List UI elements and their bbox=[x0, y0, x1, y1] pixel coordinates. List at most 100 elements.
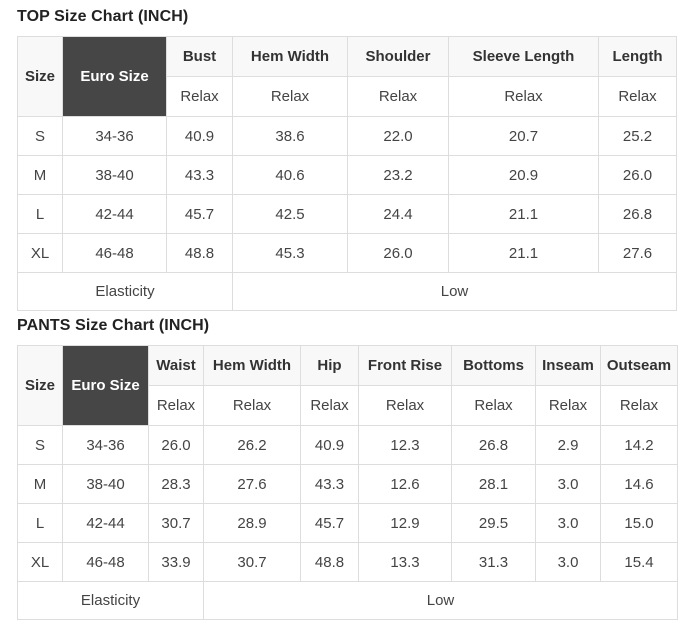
fit-type-cell: Relax bbox=[232, 76, 348, 117]
measurement-value-cell: 28.1 bbox=[451, 464, 536, 504]
measurement-value-cell: 22.0 bbox=[347, 116, 449, 156]
measurement-value-cell: 20.9 bbox=[448, 155, 599, 195]
header-row: Size Euro Size Bust Hem Width Shoulder Sleeve… bbox=[17, 36, 677, 117]
fit-type-cell: Relax bbox=[448, 76, 599, 117]
measurement-value-cell: 48.8 bbox=[166, 233, 233, 273]
measurement-value-cell: 42.5 bbox=[232, 194, 348, 234]
measurement-value-cell: 45.7 bbox=[300, 503, 359, 543]
measurement-value-cell: 26.2 bbox=[203, 425, 301, 465]
size-cell: M bbox=[17, 464, 63, 504]
euro-size-cell: 38-40 bbox=[62, 155, 167, 195]
measurement-value-cell: 43.3 bbox=[300, 464, 359, 504]
measurement-column-header: Bottoms bbox=[451, 345, 536, 386]
pants-size-table: Size Euro Size Waist Hem Width Hip Front Rise… bbox=[17, 345, 678, 620]
euro-size-cell: 38-40 bbox=[62, 464, 149, 504]
elasticity-value-cell: Low bbox=[232, 272, 677, 311]
size-cell: M bbox=[17, 155, 63, 195]
measurement-value-cell: 12.6 bbox=[358, 464, 452, 504]
measurement-column-header: Hem Width bbox=[232, 36, 348, 77]
measurement-column-header: Inseam bbox=[535, 345, 601, 386]
measurement-value-cell: 15.4 bbox=[600, 542, 678, 582]
measurement-value-cell: 20.7 bbox=[448, 116, 599, 156]
measurement-value-cell: 40.9 bbox=[300, 425, 359, 465]
measurement-column-header: Sleeve Length bbox=[448, 36, 599, 77]
measurement-value-cell: 45.3 bbox=[232, 233, 348, 273]
euro-size-column-header: Euro Size bbox=[62, 345, 149, 426]
measurement-value-cell: 3.0 bbox=[535, 503, 601, 543]
measurement-value-cell: 27.6 bbox=[598, 233, 677, 273]
table-row: M 38-40 28.3 27.6 43.3 12.6 28.1 3.0 14.6 bbox=[17, 464, 678, 504]
measurement-value-cell: 26.0 bbox=[598, 155, 677, 195]
measurement-column-header: Bust bbox=[166, 36, 233, 77]
measurement-column-header: Waist bbox=[148, 345, 204, 386]
fit-type-cell: Relax bbox=[535, 385, 601, 426]
euro-size-cell: 42-44 bbox=[62, 503, 149, 543]
size-cell: S bbox=[17, 116, 63, 156]
measurement-value-cell: 40.6 bbox=[232, 155, 348, 195]
top-chart-title: TOP Size Chart (INCH) bbox=[17, 8, 189, 25]
euro-size-column-header: Euro Size bbox=[62, 36, 167, 117]
measurement-value-cell: 30.7 bbox=[203, 542, 301, 582]
size-cell: L bbox=[17, 194, 63, 234]
measurement-value-cell: 23.2 bbox=[347, 155, 449, 195]
measurement-value-cell: 25.2 bbox=[598, 116, 677, 156]
measurement-value-cell: 14.6 bbox=[600, 464, 678, 504]
euro-size-cell: 42-44 bbox=[62, 194, 167, 234]
table-row: L 42-44 30.7 28.9 45.7 12.9 29.5 3.0 15.0 bbox=[17, 503, 678, 543]
measurement-value-cell: 24.4 bbox=[347, 194, 449, 234]
measurement-value-cell: 12.3 bbox=[358, 425, 452, 465]
euro-size-cell: 46-48 bbox=[62, 542, 149, 582]
table-row: S 34-36 26.0 26.2 40.9 12.3 26.8 2.9 14.2 bbox=[17, 425, 678, 465]
fit-type-cell: Relax bbox=[600, 385, 678, 426]
top-size-table: Size Euro Size Bust Hem Width Shoulder Sleeve… bbox=[17, 36, 677, 311]
fit-row: Relax Relax Relax Relax Relax bbox=[18, 76, 677, 117]
measurement-value-cell: 30.7 bbox=[148, 503, 204, 543]
fit-type-cell: Relax bbox=[148, 385, 204, 426]
fit-type-cell: Relax bbox=[203, 385, 301, 426]
fit-type-cell: Relax bbox=[166, 76, 233, 117]
table-row: XL 46-48 33.9 30.7 48.8 13.3 31.3 3.0 15.4 bbox=[17, 542, 678, 582]
measurement-value-cell: 28.3 bbox=[148, 464, 204, 504]
measurement-value-cell: 33.9 bbox=[148, 542, 204, 582]
elasticity-label-cell: Elasticity bbox=[17, 272, 233, 311]
size-cell: L bbox=[17, 503, 63, 543]
table-row: M 38-40 43.3 40.6 23.2 20.9 26.0 bbox=[17, 155, 677, 195]
measurement-value-cell: 40.9 bbox=[166, 116, 233, 156]
measurement-column-header: Hem Width bbox=[203, 345, 301, 386]
measurement-value-cell: 29.5 bbox=[451, 503, 536, 543]
measurement-column-header: Outseam bbox=[600, 345, 678, 386]
measurement-value-cell: 2.9 bbox=[535, 425, 601, 465]
measurement-value-cell: 26.0 bbox=[148, 425, 204, 465]
measurement-column-header: Hip bbox=[300, 345, 359, 386]
fit-type-cell: Relax bbox=[598, 76, 677, 117]
measurement-value-cell: 31.3 bbox=[451, 542, 536, 582]
measurement-value-cell: 45.7 bbox=[166, 194, 233, 234]
table-row: S 34-36 40.9 38.6 22.0 20.7 25.2 bbox=[17, 116, 677, 156]
fit-type-cell: Relax bbox=[347, 76, 449, 117]
elasticity-row: Elasticity Low bbox=[17, 581, 678, 620]
measurement-value-cell: 14.2 bbox=[600, 425, 678, 465]
euro-size-cell: 34-36 bbox=[62, 425, 149, 465]
elasticity-label-cell: Elasticity bbox=[17, 581, 204, 620]
size-cell: XL bbox=[17, 233, 63, 273]
elasticity-row: Elasticity Low bbox=[17, 272, 677, 311]
size-column-header: Size bbox=[17, 36, 63, 117]
fit-type-cell: Relax bbox=[300, 385, 359, 426]
fit-type-cell: Relax bbox=[358, 385, 452, 426]
measurement-value-cell: 48.8 bbox=[300, 542, 359, 582]
measurement-value-cell: 3.0 bbox=[535, 464, 601, 504]
measurement-value-cell: 27.6 bbox=[203, 464, 301, 504]
fit-row: Relax Relax Relax Relax Relax Relax Relax bbox=[18, 385, 678, 426]
elasticity-value-cell: Low bbox=[203, 581, 678, 620]
measurement-value-cell: 21.1 bbox=[448, 233, 599, 273]
table-row: L 42-44 45.7 42.5 24.4 21.1 26.8 bbox=[17, 194, 677, 234]
measurement-value-cell: 15.0 bbox=[600, 503, 678, 543]
pants-chart-title: PANTS Size Chart (INCH) bbox=[17, 317, 210, 334]
fit-type-cell: Relax bbox=[451, 385, 536, 426]
measurement-value-cell: 28.9 bbox=[203, 503, 301, 543]
measurement-column-header: Front Rise bbox=[358, 345, 452, 386]
header-row: Size Euro Size Waist Hem Width Hip Front Rise… bbox=[17, 345, 678, 426]
euro-size-cell: 46-48 bbox=[62, 233, 167, 273]
table-row: XL 46-48 48.8 45.3 26.0 21.1 27.6 bbox=[17, 233, 677, 273]
